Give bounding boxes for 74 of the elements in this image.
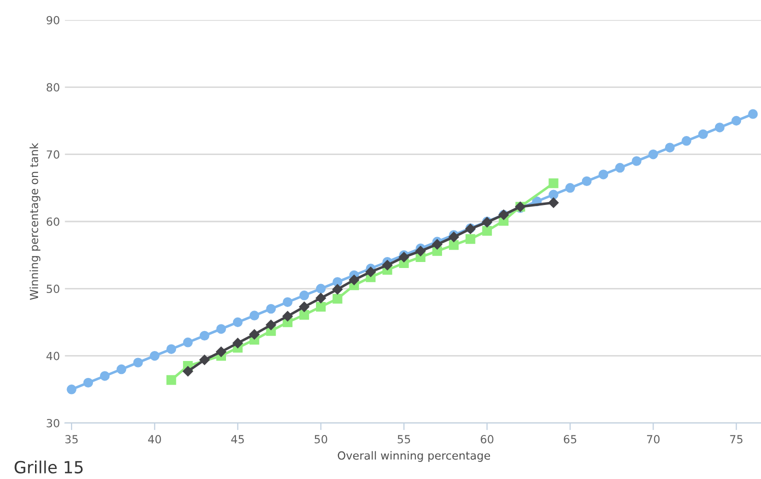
point [398, 252, 410, 262]
x-tick-label: 50 [314, 435, 328, 444]
point [448, 240, 459, 250]
y-axis-title: Winning percentage on tank [30, 142, 40, 300]
point [582, 176, 592, 186]
point [266, 304, 276, 314]
y-tick-label: 40 [46, 352, 60, 360]
point [282, 297, 292, 307]
point [348, 274, 360, 286]
point [66, 384, 76, 394]
x-tick-label: 65 [564, 435, 576, 444]
point [316, 292, 326, 304]
point [748, 109, 758, 119]
point [216, 324, 226, 334]
point [232, 338, 243, 348]
point [316, 284, 326, 294]
point [183, 338, 193, 348]
point [466, 234, 476, 244]
y-tick-label: 60 [46, 217, 60, 226]
point [216, 346, 226, 357]
x-tick-label: 60 [480, 435, 494, 444]
point [116, 364, 126, 374]
point [548, 178, 558, 188]
point [382, 260, 392, 270]
point [415, 246, 426, 256]
point [100, 371, 110, 381]
x-tick-label: 55 [398, 435, 410, 444]
y-tick-label: 90 [46, 16, 60, 24]
point [565, 183, 575, 193]
y-tick-label: 30 [46, 418, 60, 428]
point [664, 142, 675, 152]
point [282, 311, 293, 322]
y-tick-label: 70 [46, 150, 60, 159]
x-tick-label: 75 [730, 435, 742, 444]
point [299, 290, 310, 300]
x-tick-label: 35 [65, 435, 78, 444]
point [432, 239, 442, 250]
point [548, 198, 559, 208]
x-tick-label: 45 [231, 435, 244, 444]
point [250, 310, 260, 320]
x-tick-label: 70 [647, 435, 660, 444]
point [182, 366, 194, 376]
point [249, 329, 260, 340]
point [598, 170, 608, 180]
point [232, 317, 243, 328]
point [166, 375, 176, 385]
point [448, 232, 459, 242]
point [166, 344, 176, 354]
point [199, 354, 210, 365]
point [714, 122, 725, 132]
point [548, 190, 558, 200]
point [632, 156, 642, 166]
point [316, 302, 326, 312]
point [366, 266, 376, 277]
point [682, 136, 692, 146]
point [150, 350, 160, 361]
x-axis-title: Overall winning percentage [338, 451, 490, 462]
point [200, 330, 210, 341]
point [299, 310, 310, 320]
point [482, 226, 492, 236]
text: Grille 15 [14, 460, 83, 474]
x-tick-label: 40 [148, 435, 161, 444]
point [266, 320, 276, 330]
point [615, 162, 625, 173]
point [83, 378, 94, 388]
y-tick-label: 50 [46, 284, 60, 294]
point [698, 129, 708, 140]
point [332, 294, 342, 304]
point [332, 284, 343, 294]
point [133, 358, 143, 368]
y-tick-label: 80 [46, 83, 60, 92]
point [299, 302, 310, 312]
point [731, 116, 742, 126]
point [648, 149, 658, 160]
